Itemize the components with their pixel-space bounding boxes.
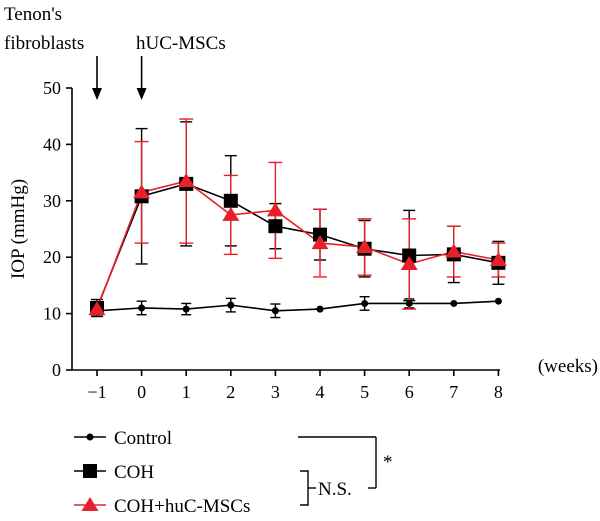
x-tick-label: 3 [271, 382, 280, 402]
data-point-control [361, 299, 369, 307]
data-point-coh-huc-mscs [88, 301, 106, 316]
data-point-coh [402, 248, 417, 263]
data-point-coh-huc-mscs [311, 235, 329, 250]
legend-item-coh: COH [74, 462, 154, 483]
x-tick-label: 6 [405, 382, 414, 402]
data-point-coh-huc-mscs [222, 206, 240, 221]
y-tick-label: 20 [43, 247, 61, 267]
x-tick-label: 7 [449, 382, 458, 402]
annotation-fibroblasts: fibroblasts [4, 33, 84, 54]
x-tick-label: 4 [316, 382, 325, 402]
data-point-control [316, 305, 324, 313]
x-tick-label: 5 [360, 382, 369, 402]
data-point-coh-huc-mscs [177, 173, 195, 188]
data-point-coh-huc-mscs [400, 255, 418, 270]
bracket-ns [300, 470, 309, 506]
arrow-down-icon [136, 56, 147, 100]
significance-brackets: N.S. * [298, 436, 393, 506]
legend-marker-coh [83, 464, 97, 478]
x-tick-label: 1 [182, 382, 191, 402]
y-tick-label: 0 [52, 360, 61, 380]
legend-label: COH+huC-MSCs [114, 496, 250, 517]
series-line-coh-huc-mscs [96, 180, 499, 310]
error-bars [90, 118, 506, 319]
significance-star-label: * [383, 452, 393, 473]
significance-ns-label: N.S. [318, 479, 352, 500]
y-tick-label: 30 [43, 191, 61, 211]
legend-marker-coh-huc-mscs [81, 497, 99, 511]
data-point-control [271, 307, 279, 315]
data-point-control [227, 301, 235, 309]
arrow-down-icon [92, 56, 102, 100]
data-point-coh [268, 219, 283, 234]
y-tick-label: 50 [43, 78, 61, 98]
y-tick-label: 10 [43, 304, 61, 324]
x-tick-label: 2 [226, 382, 235, 402]
legend: Control COH COH+huC-MSCs N.S. * [74, 428, 393, 517]
legend-item-coh-huc-mscs: COH+huC-MSCs [74, 496, 250, 517]
annotation-tenons: Tenon's [4, 4, 62, 25]
annotations: Tenon's fibroblasts hUC-MSCs [4, 4, 226, 100]
data-point-coh-huc-mscs [266, 202, 284, 217]
data-point-coh-huc-mscs [356, 239, 374, 254]
data-point-control [182, 305, 190, 313]
x-tick-label: −1 [87, 382, 106, 402]
legend-item-control: Control [74, 428, 172, 449]
axes: 0 10 20 30 40 50 −1 0 1 2 3 4 5 6 7 8 (weeks) IOP (mmHg) [8, 78, 598, 402]
x-tick-label: 8 [494, 382, 503, 402]
series-lines [96, 180, 499, 312]
x-axis-unit-label: (weeks) [538, 356, 598, 377]
y-axis-title: IOP (mmHg) [8, 179, 29, 279]
data-point-control [138, 304, 146, 312]
data-point-control [450, 299, 458, 307]
data-point-coh [313, 227, 327, 242]
data-point-coh [223, 193, 238, 208]
data-point-coh-huc-mscs [445, 243, 463, 258]
series-line-control [96, 300, 499, 312]
legend-label: COH [114, 462, 154, 483]
y-tick-label: 40 [43, 134, 61, 154]
legend-label: Control [114, 428, 172, 449]
series-markers [88, 173, 507, 316]
x-tick-label: 0 [137, 382, 146, 402]
data-point-control [494, 297, 502, 305]
plot-area [88, 118, 507, 319]
annotation-huc-mscs: hUC-MSCs [136, 33, 226, 54]
data-point-coh-huc-mscs [489, 252, 507, 267]
legend-marker-control [86, 433, 94, 441]
data-point-control [405, 299, 413, 307]
data-point-coh-huc-mscs [133, 184, 151, 199]
series-line-coh [96, 183, 499, 309]
